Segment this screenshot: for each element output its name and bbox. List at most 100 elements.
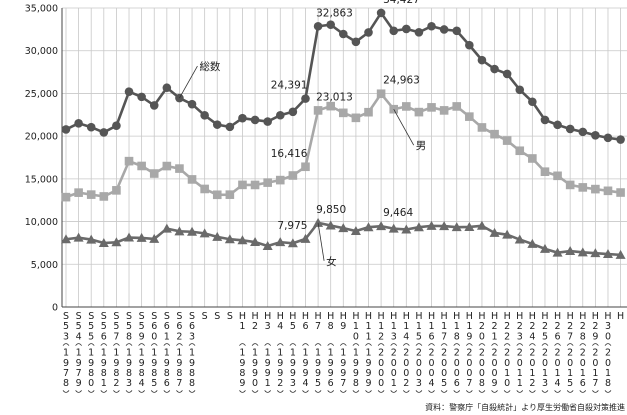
- x-tick-year-digit: 7: [340, 378, 346, 389]
- x-tick-era: S: [76, 311, 82, 322]
- x-tick-year-digit: 9: [189, 358, 195, 369]
- x-tick-year-digit: 2: [529, 348, 535, 359]
- x-tick-year-digit: 8: [189, 378, 195, 389]
- x-tick-year-digit: 8: [139, 368, 145, 379]
- x-tick-year-digit: 2: [277, 378, 283, 389]
- data-point: [313, 106, 323, 115]
- x-tick-era: H: [428, 311, 435, 322]
- data-point: [351, 113, 361, 123]
- x-tick-year-digit: 1: [517, 368, 523, 379]
- x-tick-year-digit: 1: [76, 348, 82, 359]
- x-tick-era-digit: 5: [101, 321, 107, 332]
- data-point: [401, 224, 412, 234]
- x-tick-year-digit: 1: [126, 348, 132, 359]
- x-tick-bracket-top: [100, 343, 108, 346]
- x-tick-year-digit: 0: [542, 358, 548, 369]
- data-point: [389, 104, 399, 114]
- x-tick-year-digit: 1: [164, 348, 170, 359]
- x-tick-bracket-bottom: [176, 390, 183, 393]
- x-tick-year-digit: 8: [239, 368, 245, 379]
- data-point: [250, 115, 260, 125]
- x-tick-bracket-top: [491, 343, 498, 346]
- x-tick-era: H: [491, 311, 498, 322]
- x-tick-era: S: [227, 311, 233, 322]
- data-point: [212, 231, 223, 241]
- x-tick-bracket-top: [125, 343, 133, 346]
- x-tick-era-digit: 6: [429, 331, 435, 342]
- x-tick-era-digit: 0: [479, 331, 485, 342]
- x-tick-era-digit: 1: [403, 321, 409, 332]
- x-tick-bracket-top: [138, 343, 145, 346]
- x-tick-year-digit: 9: [88, 358, 94, 369]
- data-point: [515, 85, 525, 95]
- data-point: [74, 119, 83, 128]
- x-tick-era-digit: 3: [189, 331, 195, 342]
- x-tick-year-digit: 9: [365, 378, 371, 389]
- x-tick-year-digit: 5: [441, 378, 447, 389]
- x-tick-year-digit: 1: [101, 378, 107, 389]
- x-tick-year-digit: 7: [176, 378, 182, 389]
- x-tick-bracket-top: [478, 343, 486, 346]
- x-tick-year-digit: 1: [265, 378, 271, 389]
- x-tick-year-digit: 8: [88, 368, 94, 379]
- x-tick-era: H: [567, 311, 574, 322]
- data-point: [364, 28, 373, 37]
- x-tick-bracket-top: [566, 343, 574, 346]
- x-tick-era-digit: 4: [277, 321, 283, 332]
- data-point: [149, 101, 159, 110]
- x-tick-era-digit: 5: [63, 321, 69, 332]
- data-point: [376, 8, 386, 18]
- data-point: [616, 188, 625, 197]
- x-tick-year-digit: 1: [63, 348, 69, 359]
- x-tick-year-digit: 5: [315, 378, 321, 389]
- x-tick-era-digit: 2: [492, 321, 498, 332]
- x-tick-year-digit: 9: [365, 358, 371, 369]
- x-tick-year-digit: 2: [479, 348, 485, 359]
- data-point: [86, 122, 96, 132]
- x-tick-era: H: [390, 311, 397, 322]
- x-tick-year-digit: 0: [88, 378, 94, 389]
- x-tick-era-digit: 5: [88, 331, 94, 342]
- x-tick-year-digit: 0: [466, 358, 472, 369]
- x-tick-year-digit: 9: [265, 358, 271, 369]
- x-tick-bracket-top: [390, 343, 398, 346]
- x-tick-era-digit: 1: [492, 331, 498, 342]
- x-tick-era-digit: 2: [479, 321, 485, 332]
- x-tick-era: H: [453, 311, 460, 322]
- x-tick-year-digit: 9: [328, 358, 334, 369]
- x-tick-era: H: [264, 311, 271, 322]
- data-point: [591, 184, 600, 194]
- x-tick-year-digit: 9: [290, 368, 296, 379]
- x-tick-era-digit: 2: [504, 321, 510, 332]
- data-point: [237, 235, 248, 245]
- x-tick-bracket-top: [402, 343, 410, 346]
- x-tick-era-digit: 6: [176, 321, 182, 332]
- data-point: [199, 228, 210, 238]
- data-point: [553, 120, 562, 130]
- x-tick-bracket-bottom: [503, 390, 511, 393]
- data-point: [477, 55, 487, 65]
- grid: [62, 7, 627, 308]
- x-tick-year-digit: 0: [592, 358, 598, 369]
- x-tick-era-digit: 5: [416, 331, 422, 342]
- data-label: 16,416: [271, 148, 308, 160]
- x-tick-year-digit: 0: [403, 358, 409, 369]
- x-tick-year-digit: 6: [328, 378, 334, 389]
- data-label: 9,464: [383, 207, 413, 219]
- x-tick-bracket-top: [352, 343, 360, 346]
- data-point: [162, 161, 172, 171]
- x-tick-era-digit: 3: [265, 321, 271, 332]
- data-point: [502, 229, 513, 239]
- data-point: [99, 192, 109, 201]
- data-point: [389, 26, 399, 36]
- x-tick-era-digit: 6: [164, 321, 170, 332]
- x-tick-year-digit: 0: [529, 358, 535, 369]
- x-tick-year-digit: 1: [290, 348, 296, 359]
- x-tick-year-digit: 9: [239, 378, 245, 389]
- x-tick-bracket-bottom: [365, 390, 372, 393]
- x-tick-era-digit: 2: [592, 321, 598, 332]
- data-point: [200, 111, 209, 120]
- y-tick-label: 20,000: [25, 132, 58, 143]
- x-tick-bracket-bottom: [276, 390, 284, 393]
